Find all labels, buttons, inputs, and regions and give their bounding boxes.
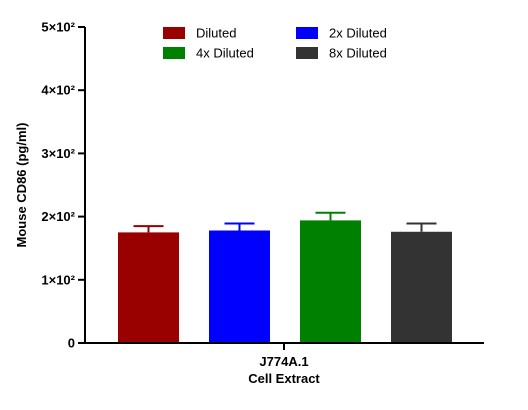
bar-0 [118,232,179,343]
legend-label-1: 2x Diluted [329,26,387,41]
bars-group [118,220,452,343]
y-tick-label-2: 2×10² [41,209,75,224]
x-category-label-line-1: J774A.1 [259,354,308,369]
error-bars-group [133,211,437,233]
legend-label-3: 8x Diluted [329,46,387,61]
y-tick-label-3: 3×10² [41,146,75,161]
legend-swatch-0 [163,27,185,39]
legend-label-0: Diluted [196,26,236,41]
y-tick-label-4: 4×10² [41,83,75,98]
y-ticks-group: 0 1×10² 2×10² 3×10² 4×10² 5×10² [41,20,85,351]
legend-label-2: 4x Diluted [196,46,254,61]
bar-2 [300,220,361,343]
x-category-label-line-2: Cell Extract [248,371,320,386]
y-tick-label-0: 0 [68,336,75,351]
bar-3 [391,231,452,343]
y-tick-label-5: 5×10² [41,20,75,35]
legend: Diluted 2x Diluted 4x Diluted 8x Diluted [163,26,387,61]
y-tick-label-1: 1×10² [41,272,75,287]
legend-swatch-1 [296,27,318,39]
legend-swatch-3 [296,47,318,59]
legend-swatch-2 [163,47,185,59]
y-axis-title: Mouse CD86 (pg/ml) [14,123,29,248]
bar-1 [209,230,270,343]
